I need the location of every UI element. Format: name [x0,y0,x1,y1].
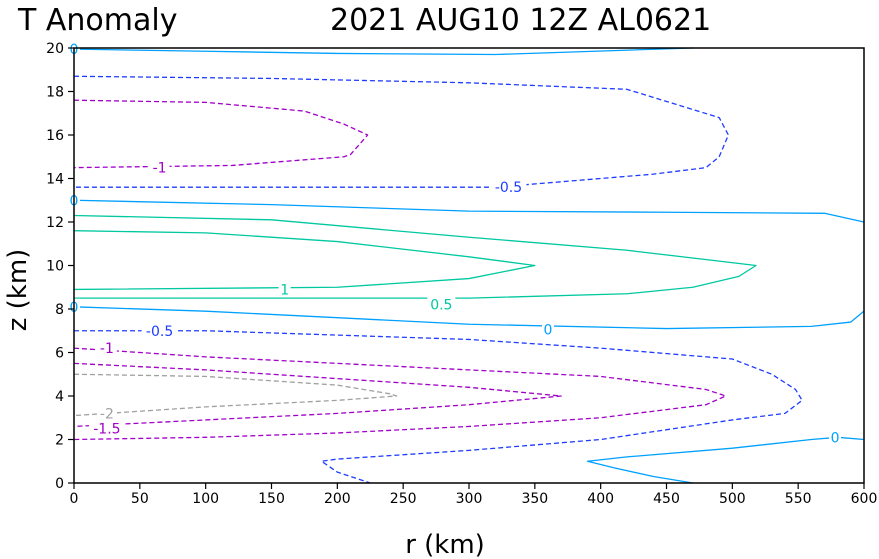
x-tick-label: 0 [70,491,79,507]
chart-title-left: T Anomaly [17,3,177,38]
y-tick-label: 4 [55,389,64,405]
contour-label-background [96,405,117,422]
contour-line [73,347,727,441]
x-axis-label: r (km) [405,530,485,559]
x-tick-label: 100 [192,491,219,507]
contour-label: 0 [544,323,553,339]
contour-line [73,306,865,330]
x-tick-label: 250 [390,491,417,507]
contour-label-background [96,340,117,357]
contour-label: -0.5 [495,180,522,196]
contour-line [73,99,369,169]
contour-label: -1.5 [93,422,120,438]
y-tick-label: 6 [55,346,64,362]
x-tick-label: 500 [719,491,746,507]
contour-label: -1 [100,341,114,357]
y-tick-label: 10 [46,259,64,275]
contour-line [73,373,398,417]
x-tick-label: 400 [587,491,614,507]
contour-label-background [141,322,178,339]
contour-label-background [88,420,125,437]
x-tick-label: 300 [456,491,483,507]
contour-label-background [542,321,554,338]
y-tick-label: 12 [46,215,64,231]
x-tick-label: 600 [851,491,878,507]
contour-label-background [427,296,456,313]
axis-layer: 0 50 100 150 200 250 300 350 400 450 500 550 6000246… [46,41,877,507]
y-tick-label: 0 [55,476,64,492]
x-tick-label: 50 [131,491,149,507]
x-tick-label: 550 [785,491,812,507]
contour-line [73,47,693,56]
y-tick-label: 16 [46,128,64,144]
contour-line [73,214,757,299]
contour-line [73,362,562,428]
contour-label: 0 [831,430,840,446]
contour-line [73,199,865,223]
x-tick-label: 450 [653,491,680,507]
contour-label-background [829,429,842,446]
contour-label: 1 [280,282,289,298]
y-axis-label: z (km) [3,249,33,332]
contour-line [586,436,865,484]
contour-label: -1 [153,161,167,177]
contour-line [74,330,803,484]
contour-label: -0.5 [146,324,173,340]
contour-label: -2 [100,406,114,422]
contour-label-background [490,179,527,196]
contour-label: 0.5 [430,298,452,314]
y-tick-label: 8 [55,302,64,318]
x-tick-label: 350 [521,491,548,507]
x-tick-label: 150 [258,491,285,507]
chart-title-right: 2021 AUG10 12Z AL0621 [330,3,711,38]
contour-line [73,230,536,291]
contour-label-background [278,281,291,298]
y-tick-label: 18 [46,85,64,101]
contour-line [73,75,730,188]
y-tick-label: 14 [46,172,64,188]
contour-label-background [149,159,170,176]
y-tick-label: 2 [55,433,64,449]
x-tick-label: 200 [324,491,351,507]
y-tick-label: 20 [46,41,64,57]
